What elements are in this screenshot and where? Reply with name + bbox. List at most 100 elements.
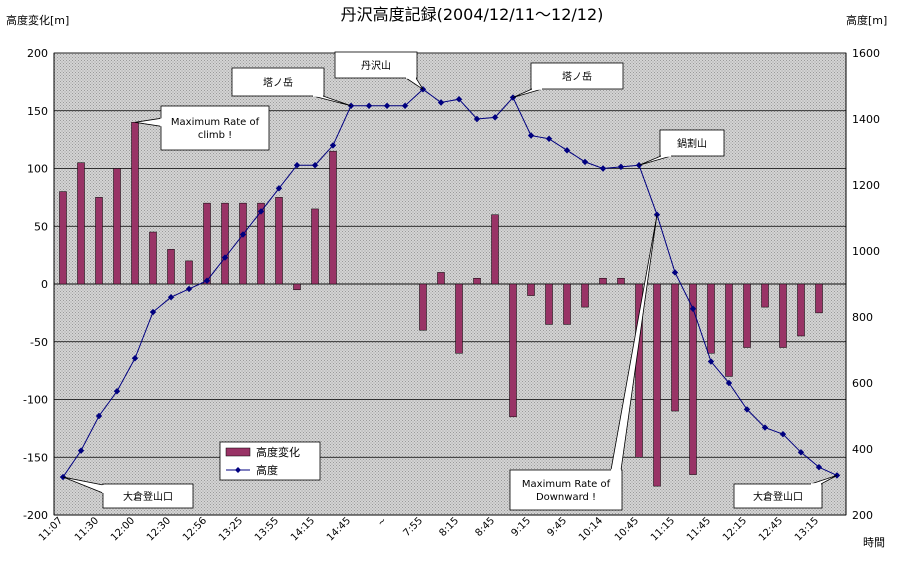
x-tick-label: 11:15 (649, 515, 677, 543)
callout-text-line: Downward ! (536, 492, 596, 503)
y2-tick-label: 1400 (852, 113, 880, 126)
callout-text: Maximum Rate of climb ! (171, 117, 260, 141)
callout-text: 丹沢山 (361, 59, 391, 72)
bar (293, 283, 301, 291)
callout-text: 大倉登山口 (123, 490, 173, 503)
y2-tick-label: 600 (852, 377, 873, 390)
x-tick-label: 13:15 (793, 515, 821, 543)
y2-tick-label: 1000 (852, 245, 880, 258)
altitude-point (455, 96, 463, 103)
callout-box (733, 483, 823, 509)
altitude-point (743, 406, 751, 413)
bar (257, 202, 265, 285)
callout: 丹沢山 (334, 51, 424, 90)
callout-box (530, 62, 624, 90)
y1-tick-label: -150 (23, 451, 48, 464)
altitude-point (185, 285, 193, 293)
x-tick-label: 8:45 (473, 515, 497, 539)
callout: 塔ノ岳 (512, 62, 624, 98)
x-tick-label: 11:45 (685, 515, 713, 543)
callout-box (102, 483, 194, 509)
altitude-point (113, 388, 121, 395)
callout-box (509, 469, 623, 511)
bar (203, 202, 211, 285)
callout: Maximum Rate of Downward ! (509, 214, 658, 511)
bar (419, 283, 427, 331)
callout-box (231, 67, 325, 97)
callout-text: 鍋割山 (677, 137, 707, 150)
bar (167, 249, 175, 285)
y1-tick-label: -100 (23, 394, 48, 407)
legend-bar-label: 高度変化 (256, 445, 300, 459)
chart-title: 丹沢高度記録(2004/12/11～12/12) (341, 5, 604, 24)
bar (95, 197, 103, 285)
altitude-point (761, 424, 769, 431)
altitude-point (293, 162, 301, 169)
bar (689, 283, 697, 475)
altitude-point (581, 158, 589, 166)
callout: 鍋割山 (638, 129, 725, 166)
bar (725, 283, 733, 377)
altitude-point (365, 102, 373, 109)
y2-tick-label: 800 (852, 311, 873, 324)
bar (149, 231, 157, 285)
bar (509, 283, 517, 418)
x-tick-label: 9:45 (545, 515, 569, 539)
altitude-point (401, 102, 409, 109)
y1-tick-label: -50 (30, 336, 48, 349)
altitude-point (131, 355, 139, 362)
x-tick-label: 11:30 (73, 515, 101, 543)
bar (635, 283, 643, 458)
altitude-point (473, 115, 481, 123)
x-tick-label: 14:45 (325, 515, 353, 543)
y1-tick-label: 150 (27, 105, 48, 118)
x-tick-label: 10:14 (577, 515, 605, 543)
bar (491, 214, 499, 285)
bar (329, 150, 337, 285)
x-tick-label: 12:56 (181, 515, 209, 543)
altitude-line (62, 88, 838, 478)
callout-text: 塔ノ岳 (263, 76, 293, 89)
bar (275, 197, 283, 285)
x-tick-label: 14:15 (289, 515, 317, 543)
y1-tick-label: 50 (34, 220, 48, 233)
bar (455, 283, 463, 354)
bar (311, 208, 319, 285)
altitude-point (437, 99, 445, 106)
altitude-point (149, 308, 157, 316)
bar (185, 260, 193, 285)
callout-text-line: Maximum Rate of (522, 479, 611, 490)
altitude-point (563, 147, 571, 154)
x-tick-label: 12:30 (145, 515, 173, 543)
altitude-point (203, 277, 211, 284)
bar (113, 168, 121, 285)
callout-text-line: Maximum Rate of (171, 117, 260, 128)
altitude-point (167, 294, 175, 301)
bar-layer (59, 122, 823, 487)
callout: 大倉登山口 (62, 476, 194, 509)
callout-text: Maximum Rate of Downward ! (522, 479, 611, 503)
y1-tick-label: 0 (41, 278, 48, 291)
callout-text: 塔ノ岳 (562, 70, 592, 83)
bar (815, 283, 823, 314)
y1-axis-label: 高度変化[m] (6, 13, 69, 27)
altitude-point (383, 102, 391, 109)
bar (563, 283, 571, 325)
altitude-point (599, 165, 607, 172)
y2-tick-label: 200 (852, 509, 873, 522)
callout-box (334, 51, 418, 79)
altitude-point (617, 163, 625, 171)
callout-text: 大倉登山口 (753, 490, 803, 503)
bar (581, 283, 589, 308)
bar (239, 202, 247, 285)
bar (527, 283, 535, 296)
y2-tick-label: 400 (852, 443, 873, 456)
callout-box (160, 105, 270, 151)
altitude-point (491, 114, 499, 121)
bar (617, 277, 625, 285)
altitude-point (77, 447, 85, 454)
legend-line-marker (235, 467, 241, 473)
x-axis-label: 時間 (863, 536, 885, 549)
